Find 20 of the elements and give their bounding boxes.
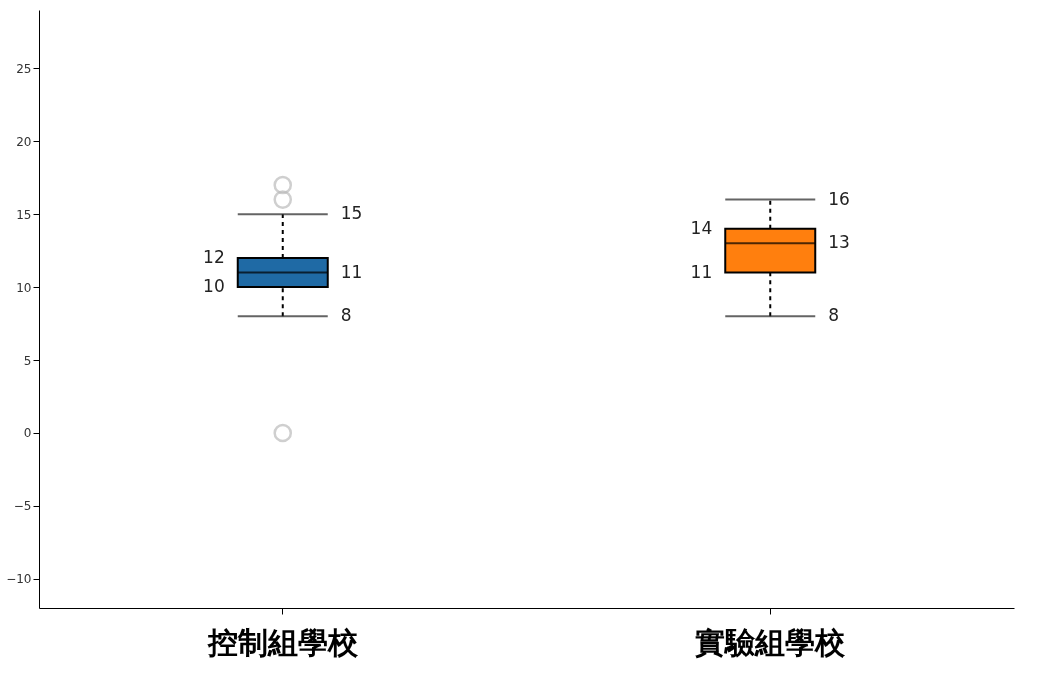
annotation: 12 [203, 246, 225, 267]
y-tick-label: 10 [16, 280, 32, 295]
annotation: 8 [340, 305, 352, 326]
annotation: 13 [828, 232, 850, 253]
y-tick-label: −5 [13, 499, 32, 514]
y-tick-label: 20 [16, 134, 32, 149]
annotation: 15 [340, 203, 363, 224]
y-tick-label: 15 [16, 207, 32, 222]
y-tick-label: 25 [16, 61, 32, 76]
annotation: 16 [828, 188, 850, 209]
x-tick-label: 實驗組學校 [695, 624, 847, 660]
y-tick-label: −10 [6, 572, 32, 587]
x-tick-label: 控制組學校 [206, 624, 359, 660]
y-tick-label: 0 [23, 426, 32, 441]
annotation: 11 [690, 261, 713, 282]
annotation: 14 [690, 217, 713, 238]
y-tick-label: 5 [23, 353, 32, 368]
annotation: 8 [828, 305, 840, 326]
annotation: 11 [340, 261, 363, 282]
annotation: 10 [203, 276, 225, 297]
